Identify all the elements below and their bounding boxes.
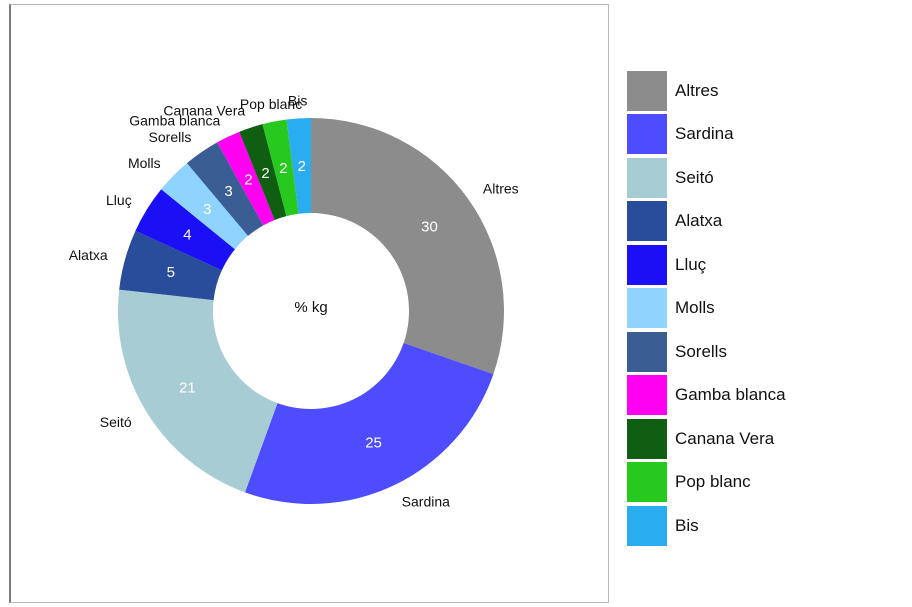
legend-item-sardina: Sardina [627,113,887,157]
legend-label: Bis [675,515,699,535]
category-label-canana-vera: Canana Vera [163,103,245,119]
value-label-sorells: 3 [224,183,232,200]
category-label-seito: Seitó [100,414,132,430]
legend: Altres Sardina Seitó Alatxa Lluç Molls Sorells… [627,69,887,548]
value-label-alatxa: 5 [167,264,175,281]
legend-label: Sorells [675,341,727,361]
category-label-gamba-blanca: Gamba blanca [129,112,220,128]
slice-alatxa [119,230,222,301]
legend-label: Altres [675,80,719,100]
slice-pop-blanc [262,119,299,217]
legend-item-seito: Seitó [627,156,887,200]
category-label-sardina: Sardina [402,494,450,510]
legend-label: Pop blanc [675,472,751,492]
legend-label: Seitó [675,167,714,187]
center-label: % kg [294,299,327,316]
legend-swatch [627,505,667,546]
legend-swatch [627,157,667,198]
value-label-lluc: 4 [183,226,191,243]
value-label-seito: 21 [179,380,196,397]
legend-swatch [627,288,667,329]
legend-item-gamba-blanca: Gamba blanca [627,374,887,418]
category-label-pop-blanc: Pop blanc [240,96,302,112]
legend-item-molls: Molls [627,287,887,331]
legend-swatch [627,114,667,155]
category-label-lluc: Lluç [106,192,132,208]
legend-swatch [627,70,667,111]
category-label-molls: Molls [128,155,161,171]
legend-swatch [627,331,667,372]
legend-item-pop-blanc: Pop blanc [627,461,887,505]
legend-swatch [627,418,667,459]
category-label-bis: Bis [288,92,307,108]
slice-sorells [186,142,264,236]
legend-label: Sardina [675,124,734,144]
chart-frame: 30 25 21 5 4 3 3 2 2 2 2 Altres Sardina Seitó Alatxa L… [9,4,609,603]
slices [117,118,504,505]
category-labels: Altres Sardina Seitó Alatxa Lluç Molls Sorells… [69,92,519,509]
legend-label: Alatxa [675,211,723,231]
legend-item-alatxa: Alatxa [627,200,887,244]
legend-item-bis: Bis [627,504,887,548]
value-label-sardina: 25 [365,434,382,451]
legend-item-altres: Altres [627,69,887,113]
value-label-molls: 3 [203,201,211,218]
legend-label: Gamba blanca [675,385,786,405]
value-label-gamba-blanca: 2 [244,172,252,189]
slice-bis [286,118,311,214]
value-label-canana-vera: 2 [261,165,269,182]
slice-altres [311,118,504,375]
legend-item-sorells: Sorells [627,330,887,374]
category-label-altres: Altres [483,181,519,197]
slice-sardina [244,343,494,505]
slice-molls [161,163,249,250]
legend-item-canana-vera: Canana Vera [627,417,887,461]
category-label-alatxa: Alatxa [69,247,108,263]
category-label-sorells: Sorells [149,129,192,145]
value-label-bis: 2 [298,158,306,175]
legend-label: Canana Vera [675,428,775,448]
value-label-pop-blanc: 2 [279,160,287,177]
legend-swatch [627,244,667,285]
legend-label: Lluç [675,254,707,274]
legend-swatch [627,462,667,503]
slice-lluc [135,189,235,271]
slice-gamba-blanca [217,131,275,226]
legend-label: Molls [675,298,715,318]
value-label-altres: 30 [421,219,438,236]
legend-swatch [627,375,667,416]
legend-item-lluc: Lluç [627,243,887,287]
slice-seito [117,289,278,493]
legend-swatch [627,201,667,242]
slice-canana-vera [239,124,287,221]
